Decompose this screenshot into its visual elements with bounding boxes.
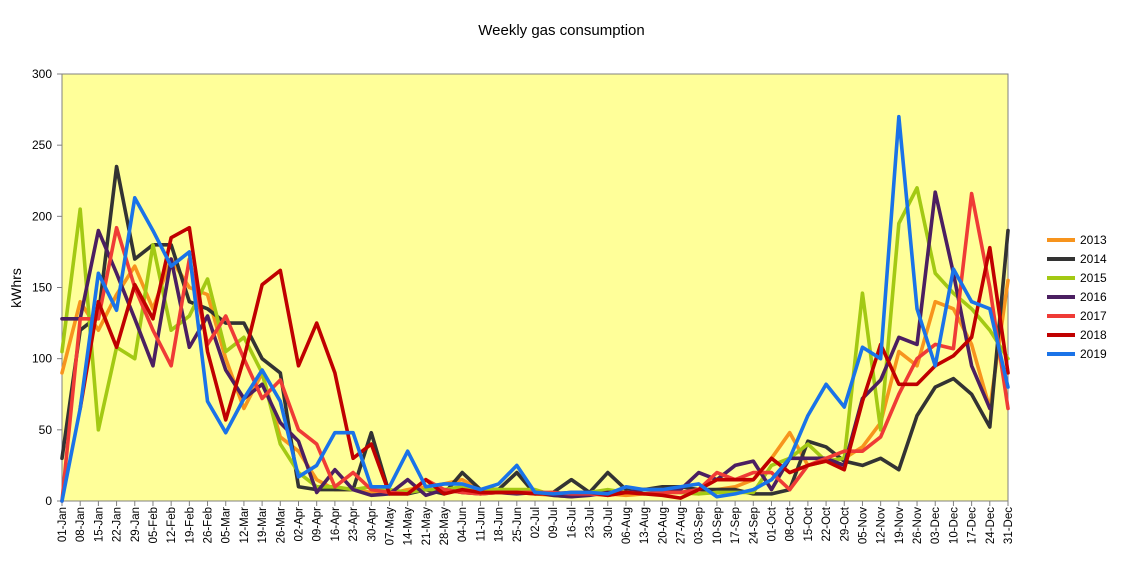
y-tick-label: 150 xyxy=(32,281,52,295)
x-tick-label: 28-May xyxy=(439,507,451,546)
x-axis: 01-Jan 08-Jan 15-Jan 22-Jan 29-Jan 05-Feb 12-F… xyxy=(57,501,1015,545)
legend: 2013 2014 2015 2016 2017 2018 2019 xyxy=(1047,233,1107,361)
x-tick-label: 04-Jun xyxy=(457,507,469,542)
x-tick-label: 09-Apr xyxy=(312,507,324,542)
series-lines xyxy=(60,114,1010,503)
x-tick-label: 19-Feb xyxy=(184,507,196,543)
x-tick-label: 20-Aug xyxy=(657,507,669,544)
x-tick-label: 17-Sep xyxy=(730,507,742,544)
x-tick-label: 27-Aug xyxy=(676,507,688,544)
x-tick-label: 30-Jul xyxy=(603,507,615,538)
y-axis-label: kWhrs xyxy=(8,268,24,308)
x-tick-label: 02-Apr xyxy=(294,507,306,542)
legend-label-2013: 2013 xyxy=(1080,233,1107,247)
x-tick-label: 11-Jun xyxy=(475,507,487,541)
legend-label-2018: 2018 xyxy=(1080,328,1107,342)
x-tick-label: 24-Sep xyxy=(748,507,760,544)
x-tick-label: 29-Jan xyxy=(130,507,142,542)
x-tick-label: 15-Jan xyxy=(93,507,105,542)
x-tick-label: 10-Dec xyxy=(948,507,960,544)
x-tick-label: 29-Oct xyxy=(839,506,851,541)
series-line-2019 xyxy=(60,114,1010,503)
x-tick-label: 16-Jul xyxy=(566,507,578,538)
legend-label-2015: 2015 xyxy=(1080,271,1107,285)
x-tick-label: 16-Apr xyxy=(330,507,342,542)
x-tick-label: 09-Jul xyxy=(548,507,560,538)
x-tick-label: 02-Jul xyxy=(530,507,542,538)
x-tick-label: 13-Aug xyxy=(639,507,651,544)
y-tick-label: 50 xyxy=(39,423,53,437)
x-tick-label: 31-Dec xyxy=(1003,507,1015,544)
x-tick-label: 23-Jul xyxy=(585,507,597,538)
x-tick-label: 23-Apr xyxy=(348,507,360,542)
x-tick-label: 07-May xyxy=(384,507,396,546)
y-tick-label: 200 xyxy=(32,209,52,223)
x-tick-label: 05-Mar xyxy=(221,507,233,544)
legend-label-2014: 2014 xyxy=(1080,252,1107,266)
x-tick-label: 03-Sep xyxy=(694,507,706,544)
x-tick-label: 17-Dec xyxy=(967,507,979,544)
x-tick-label: 01-Oct xyxy=(767,506,779,541)
x-tick-label: 18-Jun xyxy=(494,507,506,542)
x-tick-label: 22-Oct xyxy=(821,506,833,541)
x-tick-label: 05-Nov xyxy=(857,507,869,544)
x-tick-label: 14-May xyxy=(403,507,415,546)
legend-label-2016: 2016 xyxy=(1080,290,1107,304)
x-tick-label: 08-Jan xyxy=(75,507,87,542)
x-tick-label: 26-Mar xyxy=(275,507,287,544)
x-tick-label: 24-Dec xyxy=(985,507,997,544)
x-tick-label: 30-Apr xyxy=(366,507,378,542)
x-tick-label: 19-Mar xyxy=(257,507,269,544)
x-tick-label: 19-Nov xyxy=(894,507,906,544)
x-tick-label: 12-Nov xyxy=(876,507,888,544)
x-tick-label: 26-Nov xyxy=(912,507,924,544)
x-tick-label: 22-Jan xyxy=(112,507,124,542)
x-tick-label: 21-May xyxy=(421,507,433,546)
x-tick-label: 03-Dec xyxy=(930,507,942,544)
x-tick-label: 10-Sep xyxy=(712,507,724,544)
chart-title: Weekly gas consumption xyxy=(478,22,645,39)
x-tick-label: 26-Feb xyxy=(203,507,215,543)
legend-label-2017: 2017 xyxy=(1080,309,1107,323)
y-tick-label: 100 xyxy=(32,352,52,366)
y-axis: 0 50 100 150 200 250 300 xyxy=(32,67,62,508)
y-tick-label: 250 xyxy=(32,138,52,152)
x-tick-label: 12-Mar xyxy=(239,507,251,544)
x-tick-label: 25-Jun xyxy=(512,507,524,542)
x-tick-label: 06-Aug xyxy=(621,507,633,544)
legend-label-2019: 2019 xyxy=(1080,347,1107,361)
y-tick-label: 0 xyxy=(45,494,52,508)
y-tick-label: 300 xyxy=(32,67,52,81)
x-tick-label: 05-Feb xyxy=(148,507,160,543)
x-tick-label: 01-Jan xyxy=(57,507,69,542)
x-tick-label: 15-Oct xyxy=(803,506,815,541)
x-tick-label: 12-Feb xyxy=(166,507,178,543)
x-tick-label: 08-Oct xyxy=(785,506,797,541)
